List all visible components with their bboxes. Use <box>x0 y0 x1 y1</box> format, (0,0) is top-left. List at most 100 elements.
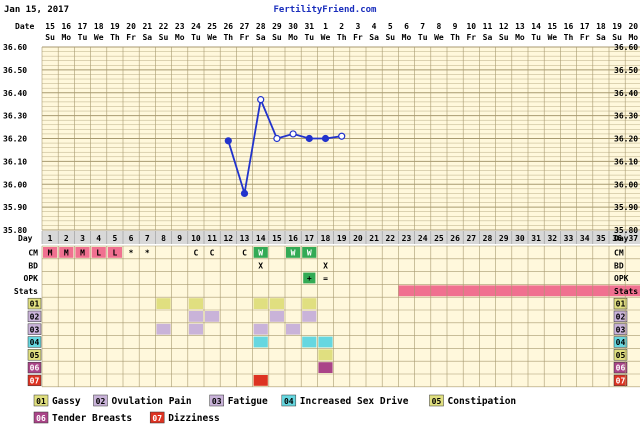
legend-label: Ovulation Pain <box>112 396 192 407</box>
weekday-cell: Fr <box>353 33 363 42</box>
day-number: 17 <box>304 234 314 243</box>
row-area <box>27 231 640 388</box>
symptom-code-right: 06 <box>616 364 626 373</box>
temperature-point <box>240 189 249 197</box>
temperature-point <box>257 96 265 104</box>
legend-label: Fatigue <box>228 396 268 407</box>
day-number: 21 <box>369 234 379 243</box>
row-label-left: Stats <box>14 287 38 296</box>
symptom-code-right: 02 <box>616 313 626 322</box>
cm-cell: * <box>129 249 134 258</box>
symptom-legend: 01 Gassy 02 Ovulation Pain 03 Fatigue 04 Increa… <box>33 394 516 424</box>
date-cell: 18 <box>94 22 104 31</box>
day-number: 16 <box>288 234 298 243</box>
symptom-mark <box>302 298 317 309</box>
day-row-label-left: Day <box>18 234 33 243</box>
date-cell: 18 <box>596 22 606 31</box>
symptom-mark <box>269 298 284 309</box>
symptom-code-box <box>613 336 628 348</box>
y-tick-label-left: 36.40 <box>3 89 27 98</box>
weekday-cell: Su <box>45 33 55 42</box>
date-cell: 17 <box>580 22 590 31</box>
day-number: 15 <box>272 234 282 243</box>
weekday-cell: Tu <box>191 33 201 42</box>
date-cell: 23 <box>175 22 185 31</box>
date-cell: 20 <box>628 22 638 31</box>
legend-label: Gassy <box>52 396 81 407</box>
symptom-mark <box>188 298 203 309</box>
y-tick-label-right: 36.00 <box>614 180 638 189</box>
legend-swatch <box>149 411 165 424</box>
date-row-label: Date <box>15 22 34 31</box>
date-cell: 27 <box>240 22 250 31</box>
symptom-code-box <box>27 374 42 387</box>
y-tick-label-left: 36.60 <box>3 43 27 52</box>
symptom-code-right: 01 <box>616 300 626 309</box>
row-label-right: CM <box>614 249 624 258</box>
opk-cell: + <box>307 274 312 283</box>
day-number: 14 <box>256 234 266 243</box>
date-cell: 6 <box>404 22 409 31</box>
symptom-mark <box>269 311 284 322</box>
cm-cell-fill <box>107 247 122 258</box>
y-tick-label-left: 36.30 <box>3 112 27 121</box>
symptom-code-box <box>613 361 628 374</box>
day-number: 2 <box>64 234 69 243</box>
weekday-cell: Mo <box>628 33 638 42</box>
date-cell: 24 <box>191 22 201 31</box>
day-number: 29 <box>499 234 509 243</box>
weekday-cell: We <box>434 33 444 42</box>
day-number: 4 <box>96 234 101 243</box>
symptom-mark <box>188 323 203 335</box>
date-cell: 21 <box>142 22 152 31</box>
symptom-mark <box>188 311 203 322</box>
weekday-cell: We <box>547 33 557 42</box>
legend-label: Dizziness <box>168 413 219 424</box>
cm-cell-fill <box>286 247 301 258</box>
cm-cell-fill <box>75 247 90 258</box>
symptom-code-box <box>613 297 628 310</box>
cm-cell: L <box>96 249 101 258</box>
date-cell: 15 <box>547 22 557 31</box>
symptom-mark <box>318 349 333 361</box>
legend-code: 02 <box>96 397 106 406</box>
day-number: 6 <box>129 234 134 243</box>
row-label-right: Stats <box>614 287 638 296</box>
cm-cell: W <box>307 249 312 258</box>
date-cell: 16 <box>61 22 71 31</box>
site-link[interactable]: FertilityFriend.com <box>274 4 378 15</box>
symptom-code-box <box>27 361 42 374</box>
weekday-cell: Th <box>223 33 233 42</box>
day-number: 12 <box>223 234 233 243</box>
y-tick-label-left: 36.50 <box>3 66 27 75</box>
opk-cell-fill <box>303 272 316 284</box>
symptom-mark <box>302 336 317 348</box>
weekday-cell: Th <box>564 33 574 42</box>
date-cell: 9 <box>453 22 458 31</box>
day-number: 26 <box>450 234 460 243</box>
cm-cell: W <box>258 249 263 258</box>
weekday-cell: We <box>207 33 217 42</box>
legend-swatch <box>33 394 49 407</box>
bd-cell: X <box>323 261 328 270</box>
weekday-cell: Su <box>272 33 282 42</box>
day-number: 5 <box>112 234 117 243</box>
day-number: 19 <box>337 234 347 243</box>
day-number: 27 <box>466 234 476 243</box>
legend-code: 04 <box>284 397 294 406</box>
weekday-cell: Tu <box>531 33 541 42</box>
date-cell: 2 <box>339 22 344 31</box>
day-number: 7 <box>145 234 150 243</box>
date-cell: 8 <box>436 22 441 31</box>
legend-code: 07 <box>152 414 162 423</box>
date-cell: 25 <box>207 22 217 31</box>
symptom-code-box <box>27 349 42 361</box>
legend-swatch <box>209 394 224 407</box>
weekday-cell: Th <box>450 33 460 42</box>
weekday-cell: Tu <box>78 33 88 42</box>
legend-swatch <box>281 394 297 407</box>
row-label-left: CM <box>28 249 38 258</box>
weekday-cell: Su <box>499 33 509 42</box>
legend-code: 05 <box>432 397 442 406</box>
